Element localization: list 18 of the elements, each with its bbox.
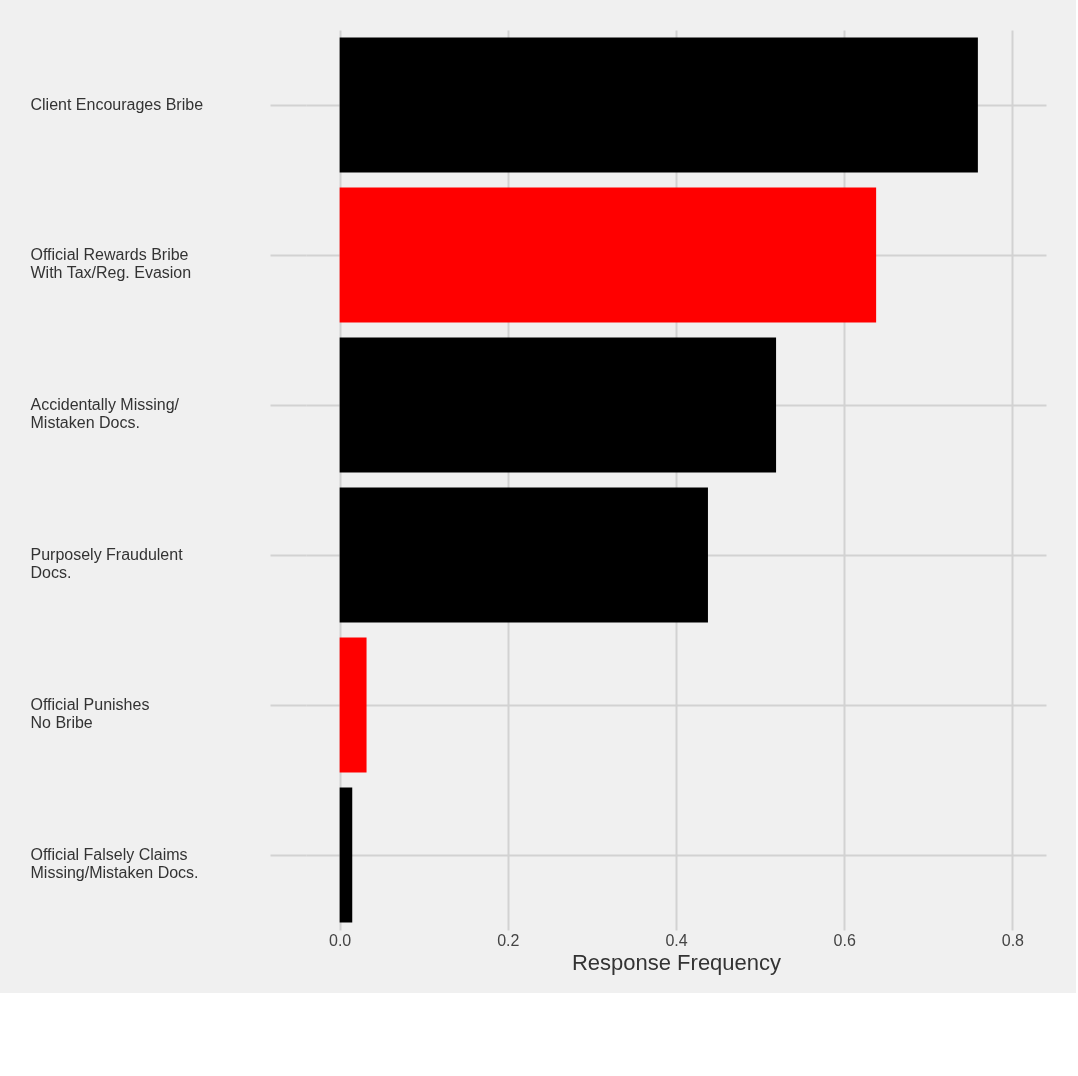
bar bbox=[339, 337, 777, 473]
y-tick-label: Client Encourages Bribe bbox=[30, 96, 204, 113]
x-tick-label: 0.2 bbox=[497, 931, 520, 949]
x-axis-title: Response Frequency bbox=[571, 949, 782, 975]
y-tick-label: Official Rewards Bribe With Tax/Reg. Evasion bbox=[30, 246, 192, 281]
x-tick-label: 0.0 bbox=[329, 931, 352, 949]
bar bbox=[339, 787, 353, 923]
x-tick-label: 0.4 bbox=[665, 931, 688, 949]
x-tick-label: 0.6 bbox=[833, 931, 856, 949]
y-tick-label: Purposely Fraudulent Docs. bbox=[30, 546, 184, 581]
x-tick-label: 0.8 bbox=[1001, 931, 1025, 949]
bar bbox=[339, 37, 978, 173]
bar bbox=[339, 637, 367, 773]
bar bbox=[339, 487, 708, 623]
bar bbox=[339, 187, 877, 323]
y-tick-label: Accidentally Missing/ Mistaken Docs. bbox=[30, 396, 180, 431]
y-tick-label: Official Falsely Claims Missing/Mistaken Docs. bbox=[30, 846, 199, 881]
y-tick-label: Official Punishes No Bribe bbox=[30, 696, 150, 731]
